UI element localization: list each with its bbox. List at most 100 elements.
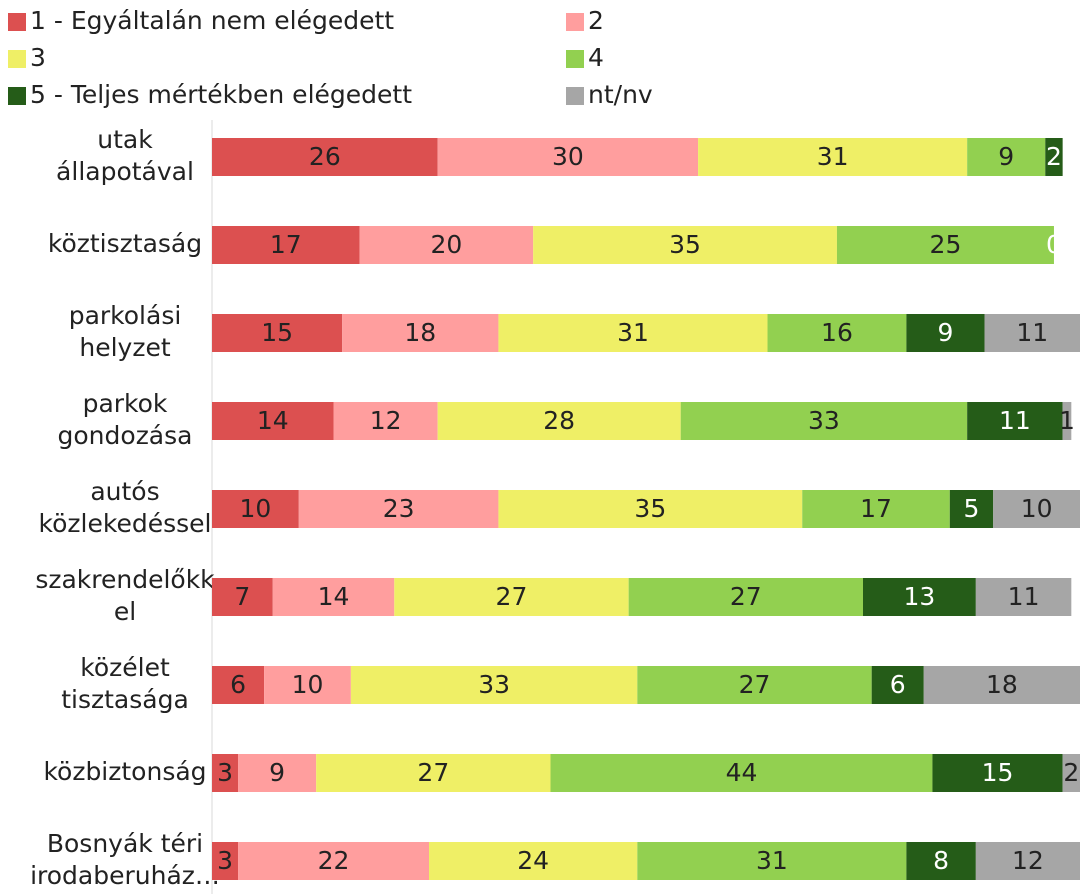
bar-segment	[1062, 402, 1072, 440]
data-label: 25	[930, 230, 962, 259]
data-label: 16	[821, 318, 853, 347]
bar-segment	[429, 842, 638, 880]
data-label: 27	[417, 758, 449, 787]
bar-segment	[767, 314, 907, 352]
data-label: 18	[986, 670, 1018, 699]
bar-segment	[498, 490, 803, 528]
bar-segment	[342, 314, 499, 352]
data-label: 44	[726, 758, 758, 787]
legend-label: 5 - Teljes mértékben elégedett	[30, 80, 412, 109]
bar-segment	[212, 842, 239, 880]
bar-segment	[1045, 138, 1063, 176]
data-label: 8	[933, 846, 949, 875]
data-label: 31	[817, 142, 849, 171]
data-label: 12	[370, 406, 402, 435]
bar-segment	[437, 402, 681, 440]
legend-swatch	[566, 87, 584, 105]
bar-segment	[637, 842, 907, 880]
legend-swatch	[8, 13, 26, 31]
data-label: 6	[230, 670, 246, 699]
data-label: 11	[1008, 582, 1040, 611]
bar-segment	[394, 578, 629, 616]
data-label: 27	[496, 582, 528, 611]
data-label: 17	[270, 230, 302, 259]
bar-segment	[238, 754, 317, 792]
bar-segment	[802, 490, 950, 528]
data-label: 33	[808, 406, 840, 435]
bar-segment	[212, 578, 273, 616]
bar-segment	[333, 402, 438, 440]
legend-swatch	[8, 87, 26, 105]
data-label: 13	[904, 582, 936, 611]
data-label: 3	[217, 758, 233, 787]
y-tick-label: szakrendelőkk el	[35, 565, 215, 626]
bar-segment	[298, 490, 499, 528]
y-tick-label: utak állapotával	[56, 125, 194, 186]
data-label: 20	[430, 230, 462, 259]
bar-segment	[984, 314, 1080, 352]
bar-segment	[1062, 754, 1080, 792]
bar-segment	[533, 226, 837, 264]
data-label: 26	[309, 142, 341, 171]
bar-segment	[932, 754, 1063, 792]
data-label: 9	[269, 758, 285, 787]
legend-label: nt/nv	[588, 80, 653, 109]
bar-segment	[550, 754, 933, 792]
bar-segment	[680, 402, 968, 440]
y-tick-label: Bosnyák téri irodaberuház…	[30, 829, 220, 890]
data-label: 10	[292, 670, 324, 699]
data-label: 9	[938, 318, 954, 347]
data-label: 7	[234, 582, 250, 611]
legend-swatch	[8, 50, 26, 68]
data-label: 1	[1059, 406, 1075, 435]
bar-segment	[212, 226, 360, 264]
legend-label: 1 - Egyáltalán nem elégedett	[30, 6, 394, 35]
y-tick-label: parkolási helyzet	[69, 301, 182, 362]
bar-segment	[316, 754, 551, 792]
bar-segment	[212, 402, 334, 440]
data-label: 11	[999, 406, 1031, 435]
data-label: 2	[1063, 758, 1079, 787]
bar-segment	[350, 666, 638, 704]
data-label: 6	[890, 670, 906, 699]
legend-label: 3	[30, 43, 46, 72]
data-label: 28	[543, 406, 575, 435]
data-label: 14	[257, 406, 289, 435]
data-label: 27	[730, 582, 762, 611]
bar-segment	[212, 490, 299, 528]
data-label: 5	[964, 494, 980, 523]
data-label: 27	[739, 670, 771, 699]
data-label: 14	[318, 582, 350, 611]
bar-segment	[628, 578, 863, 616]
legend-swatch	[566, 13, 584, 31]
bar-segment	[498, 314, 768, 352]
bar-segment	[975, 842, 1080, 880]
data-label: 33	[478, 670, 510, 699]
bar-segment	[871, 666, 924, 704]
bar-segment	[698, 138, 968, 176]
data-label: 11	[1016, 318, 1048, 347]
bar-segment	[949, 490, 994, 528]
bar-segment	[264, 666, 351, 704]
data-label: 0	[1046, 230, 1062, 259]
data-label: 2	[1046, 142, 1062, 171]
bar-segment	[967, 138, 1046, 176]
legend-label: 4	[588, 43, 604, 72]
bar-segment	[359, 226, 534, 264]
bar-segment	[993, 490, 1080, 528]
bar-segment	[906, 842, 976, 880]
data-label: 15	[261, 318, 293, 347]
y-tick-label: autós közlekedéssel	[39, 477, 212, 538]
data-label: 24	[517, 846, 549, 875]
data-label: 3	[217, 846, 233, 875]
data-label: 15	[982, 758, 1014, 787]
data-label: 31	[617, 318, 649, 347]
bar-segment	[975, 578, 1072, 616]
data-label: 12	[1012, 846, 1044, 875]
y-tick-label: köztisztaság	[48, 229, 202, 258]
data-label: 23	[383, 494, 415, 523]
legend-label: 2	[588, 6, 604, 35]
data-label: 18	[404, 318, 436, 347]
bar-segment	[437, 138, 699, 176]
